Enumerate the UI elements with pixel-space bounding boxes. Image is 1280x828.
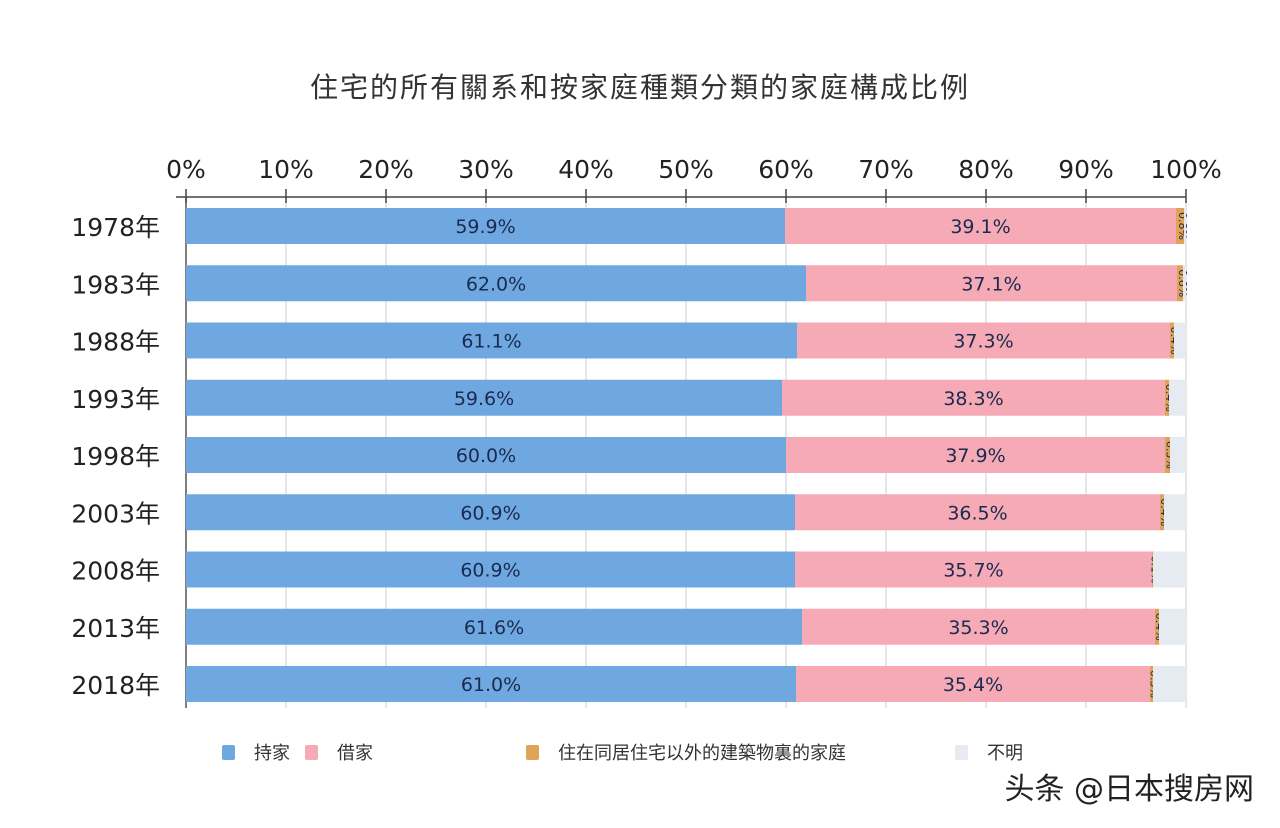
- watermark: 头条 @日本搜房网: [1004, 772, 1254, 807]
- bar-segment: [1165, 379, 1169, 416]
- data-label: 59.9%: [455, 216, 515, 238]
- legend-label: 持家: [254, 743, 290, 764]
- data-label: 37.3%: [953, 331, 1013, 353]
- data-label: 38.3%: [943, 388, 1003, 410]
- x-tick-label: 80%: [958, 155, 1014, 184]
- x-tick-label: 10%: [258, 155, 314, 184]
- x-tick-label: 20%: [358, 155, 414, 184]
- bar-segment: [1177, 265, 1183, 302]
- bar-segment: [1153, 666, 1186, 702]
- bar-segment: [1159, 608, 1186, 645]
- data-label: 36.5%: [947, 502, 1007, 524]
- legend-swatch: [526, 745, 539, 760]
- data-label: 61.6%: [464, 617, 524, 639]
- data-label: 0.8%: [1176, 212, 1189, 240]
- x-tick-label: 70%: [858, 155, 914, 184]
- data-label: 35.3%: [948, 617, 1008, 639]
- y-tick-label: 1993年: [71, 385, 160, 414]
- bar-segment: [186, 551, 795, 588]
- bar-segment: [1184, 208, 1186, 244]
- legend-swatch: [955, 745, 968, 760]
- bar-segment: [186, 437, 786, 473]
- data-label: 61.0%: [461, 674, 521, 696]
- data-label: 0.6%: [1176, 269, 1189, 297]
- bar-segment: [1150, 666, 1153, 702]
- x-tick-label: 100%: [1150, 155, 1221, 184]
- bar-segment: [802, 608, 1155, 645]
- legend-label: 借家: [337, 743, 373, 764]
- bar-segment: [786, 437, 1165, 473]
- bar-segment: [1160, 494, 1164, 531]
- y-tick-label: 1983年: [71, 270, 160, 299]
- bar-segment: [797, 322, 1170, 359]
- bar-segment: [1183, 265, 1186, 302]
- x-tick-label: 60%: [758, 155, 814, 184]
- data-label: 60.9%: [460, 502, 520, 524]
- bar-segment: [1153, 551, 1186, 588]
- bar-segment: [796, 666, 1150, 702]
- bar-segment: [795, 494, 1160, 531]
- x-tick-label: 90%: [1058, 155, 1114, 184]
- bar-segment: [806, 265, 1177, 302]
- x-tick-label: 50%: [658, 155, 714, 184]
- bar-segment: [186, 322, 797, 359]
- y-tick-label: 2003年: [71, 499, 160, 528]
- data-label: 61.1%: [461, 331, 521, 353]
- data-label: 37.1%: [961, 273, 1021, 295]
- y-tick-label: 2018年: [71, 671, 160, 700]
- data-label: 39.1%: [950, 216, 1010, 238]
- bar-segment: [785, 208, 1176, 244]
- bar-segment: [1152, 551, 1153, 588]
- legend-swatch: [305, 745, 318, 760]
- bar-segment: [1174, 322, 1186, 359]
- y-tick-label: 1988年: [71, 328, 160, 357]
- bar-segment: [1165, 437, 1170, 473]
- bar-segment: [186, 265, 806, 302]
- y-tick-label: 1978年: [71, 213, 160, 242]
- data-label: 35.7%: [943, 560, 1003, 582]
- bar-segment: [1155, 608, 1159, 645]
- data-label: 60.0%: [456, 445, 516, 467]
- bar-segment: [186, 208, 785, 244]
- bar-segment: [1170, 322, 1174, 359]
- bar-segment: [1170, 437, 1186, 473]
- bar-segment: [1176, 208, 1184, 244]
- bar-segment: [186, 379, 782, 416]
- bar-segment: [782, 379, 1165, 416]
- x-tick-label: 30%: [458, 155, 514, 184]
- y-tick-label: 2008年: [71, 557, 160, 586]
- chart-title: 住宅的所有關系和按家庭種類分類的家庭構成比例: [309, 71, 970, 104]
- bar-segment: [795, 551, 1152, 588]
- bar-segment: [186, 608, 802, 645]
- y-tick-label: 2013年: [71, 614, 160, 643]
- bar-segment: [186, 494, 795, 531]
- legend-label: 住在同居住宅以外的建築物裏的家庭: [558, 743, 846, 764]
- data-label: 37.9%: [945, 445, 1005, 467]
- x-tick-label: 0%: [166, 155, 206, 184]
- data-label: 35.4%: [943, 674, 1003, 696]
- data-label: 59.6%: [454, 388, 514, 410]
- bar-segment: [1164, 494, 1186, 531]
- data-label: 60.9%: [460, 560, 520, 582]
- legend-swatch: [222, 745, 235, 760]
- legend-label: 不明: [987, 743, 1023, 764]
- bar-segment: [1169, 379, 1186, 416]
- x-tick-label: 40%: [558, 155, 614, 184]
- bar-segment: [186, 666, 796, 702]
- y-tick-label: 1998年: [71, 442, 160, 471]
- data-label: 62.0%: [466, 273, 526, 295]
